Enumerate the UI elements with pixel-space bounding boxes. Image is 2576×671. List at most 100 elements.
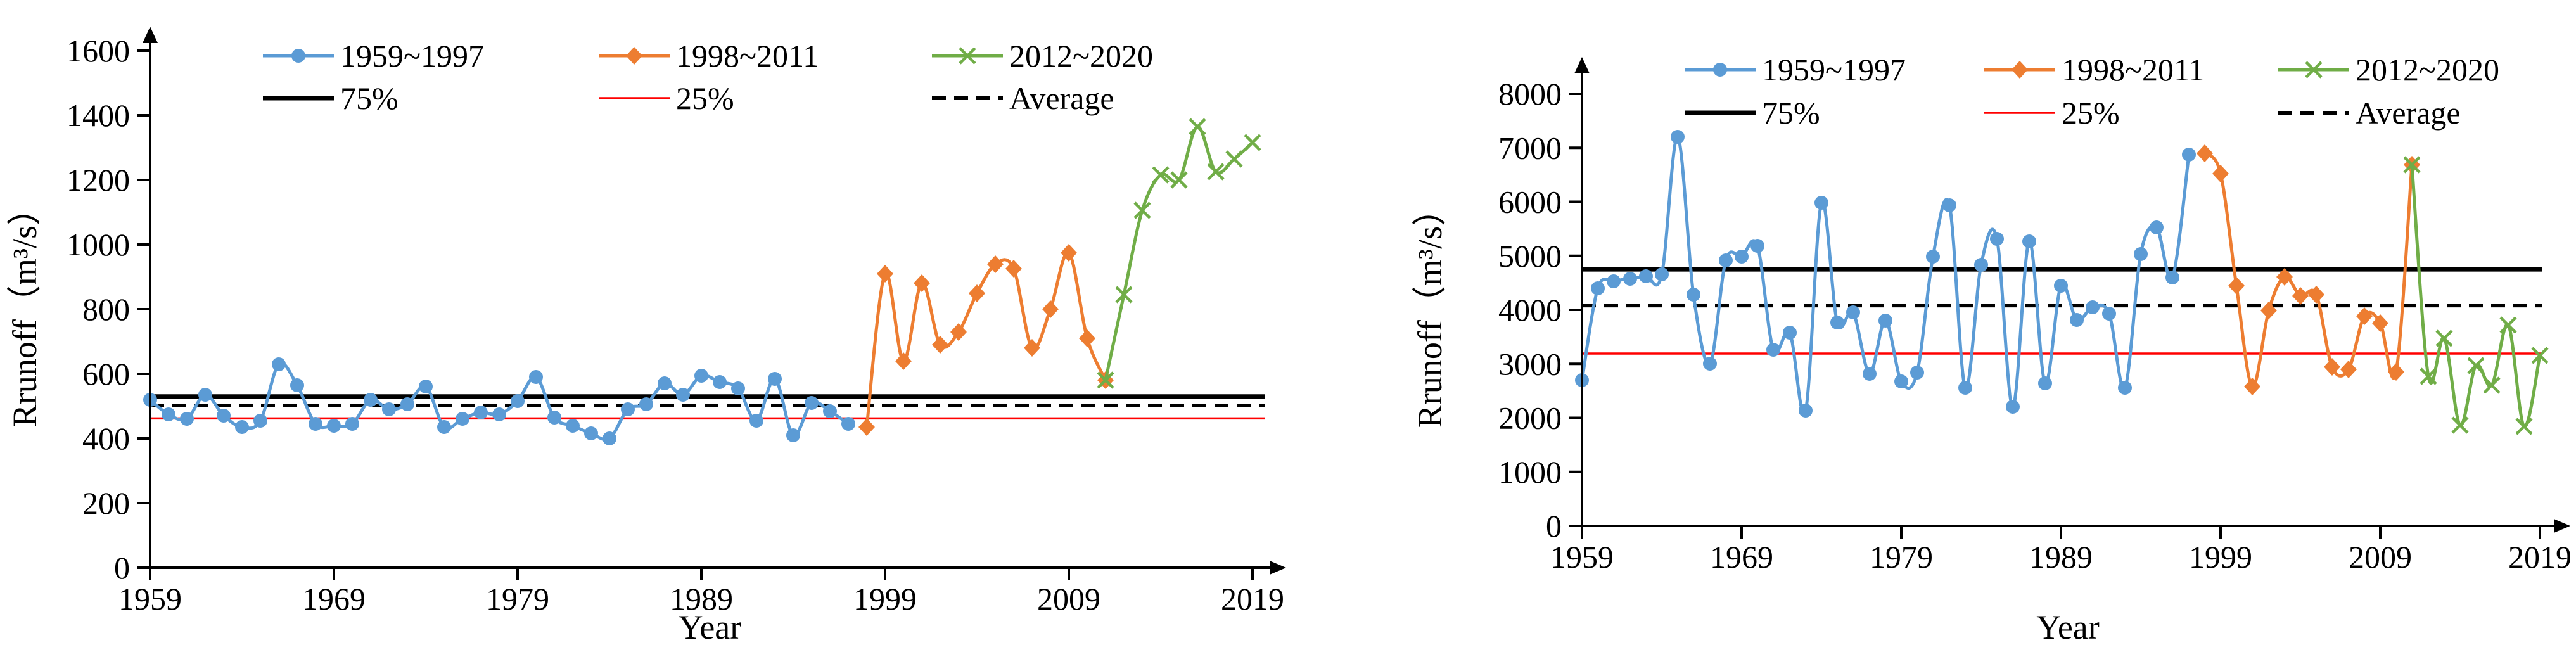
data-point-diamond	[1079, 329, 1095, 347]
data-point-circle	[327, 419, 341, 433]
data-point-circle	[235, 420, 249, 434]
data-point-diamond	[2228, 277, 2245, 295]
data-point-diamond	[932, 336, 948, 354]
data-point-circle	[547, 411, 561, 425]
x-tick-label: 2009	[2349, 539, 2412, 575]
legend-label: 75%	[1762, 95, 1820, 131]
data-point-circle	[400, 397, 414, 411]
runoff-chart-left-panel: 0 200 400 600 800 1000 1200 1400 1600 1959 1969 197…	[6, 27, 1286, 646]
legend-label: 2012~2020	[2356, 52, 2499, 87]
y-tick-label: 0	[1546, 508, 1562, 544]
y-tick-label: 800	[82, 291, 130, 327]
data-point-circle	[1846, 305, 1860, 319]
y-axis-arrow-icon	[1574, 57, 1590, 73]
runoff-chart-right-panel: 0 1000 2000 3000 4000 5000 6000 7000 8000 1959 196…	[1288, 0, 2576, 671]
data-point-circle	[639, 397, 653, 411]
left-chart-svg: 0 200 400 600 800 1000 1200 1400 1600 1959 1969 197…	[6, 27, 1286, 646]
y-axis-title: Rrunoff（m³/s）	[6, 191, 44, 427]
data-point-x	[2435, 329, 2453, 347]
x-tick-label: 1999	[2189, 539, 2252, 575]
data-point-diamond	[877, 265, 893, 283]
data-point-circle	[805, 396, 819, 410]
series-line-circle	[1580, 135, 2191, 416]
data-point-circle	[2038, 376, 2052, 390]
data-point-circle	[2165, 271, 2179, 284]
data-point-circle	[841, 417, 855, 431]
data-point-diamond	[895, 352, 912, 370]
data-point-circle	[511, 394, 525, 408]
data-point-circle	[1990, 232, 2004, 246]
data-point-circle	[1958, 381, 1972, 395]
data-point-diamond	[2276, 268, 2293, 286]
data-point-diamond	[2197, 144, 2213, 162]
data-point-diamond	[626, 47, 642, 65]
y-tick-label: 1000	[67, 227, 130, 262]
data-point-circle	[2006, 400, 2020, 414]
legend-label: 25%	[2062, 95, 2120, 131]
data-point-circle	[2022, 234, 2036, 248]
data-point-x	[959, 47, 976, 65]
data-point-diamond	[914, 274, 930, 292]
data-point-diamond	[1061, 244, 1077, 262]
data-point-circle	[1863, 367, 1877, 381]
data-point-x	[1244, 134, 1261, 151]
data-point-circle	[198, 388, 212, 402]
data-point-circle	[272, 357, 286, 371]
y-tick-label: 8000	[1498, 76, 1562, 112]
series-markers-circle	[1575, 130, 2196, 418]
series-line-x	[2410, 164, 2542, 428]
data-point-x	[1152, 166, 1170, 184]
legend-label: 1959~1997	[340, 38, 484, 73]
data-point-x	[1189, 118, 1206, 136]
x-tick-label: 1969	[1710, 539, 1773, 575]
data-point-circle	[1910, 366, 1924, 380]
data-point-circle	[162, 407, 175, 421]
series-markers-circle	[143, 357, 855, 445]
x-tick-label: 1959	[1550, 539, 1614, 575]
legend: 1959~1997 1998~2011 2012~2020 75% 25% Average	[263, 38, 1153, 116]
x-axis-title: Year	[679, 608, 742, 646]
data-point-circle	[1687, 288, 1700, 302]
data-point-x	[2531, 347, 2549, 364]
data-point-circle	[1799, 404, 1813, 418]
data-point-diamond	[2244, 378, 2260, 395]
data-point-circle	[1926, 250, 1940, 264]
y-tick-label: 6000	[1498, 184, 1562, 220]
y-tick-label: 4000	[1498, 292, 1562, 328]
x-axis-arrow-icon	[2554, 519, 2570, 533]
x-tick-label: 1999	[853, 581, 917, 617]
data-point-x	[2515, 418, 2533, 435]
legend-label: Average	[2356, 95, 2461, 131]
data-point-circle	[2086, 300, 2100, 314]
data-point-diamond	[987, 255, 1004, 273]
data-point-circle	[1703, 357, 1717, 371]
data-point-circle	[2054, 279, 2068, 293]
y-tick-label: 600	[82, 356, 130, 392]
data-point-circle	[382, 402, 396, 416]
data-point-circle	[1591, 281, 1605, 295]
data-point-circle	[492, 407, 506, 421]
x-tick-label: 1959	[118, 581, 182, 617]
data-point-circle	[1750, 239, 1764, 253]
data-point-circle	[621, 402, 635, 416]
data-point-diamond	[2340, 361, 2357, 378]
data-point-x	[1115, 286, 1133, 304]
data-point-circle	[2118, 381, 2132, 395]
data-point-circle	[1814, 196, 1828, 210]
y-tick-label: 1000	[1498, 454, 1562, 490]
data-point-circle	[1671, 130, 1685, 144]
data-point-diamond	[2292, 287, 2309, 305]
data-point-circle	[1878, 314, 1892, 328]
data-point-circle	[1623, 272, 1637, 286]
data-point-diamond	[2356, 307, 2373, 325]
x-tick-label: 2019	[1221, 581, 1284, 617]
data-point-x	[1097, 371, 1114, 389]
data-point-circle	[456, 412, 469, 426]
data-point-x	[1170, 171, 1188, 189]
y-tick-label: 2000	[1498, 400, 1562, 436]
data-point-circle	[2182, 148, 2196, 162]
x-tick-label: 1979	[486, 581, 549, 617]
data-point-circle	[2070, 313, 2084, 327]
x-tick-label: 1989	[2029, 539, 2093, 575]
